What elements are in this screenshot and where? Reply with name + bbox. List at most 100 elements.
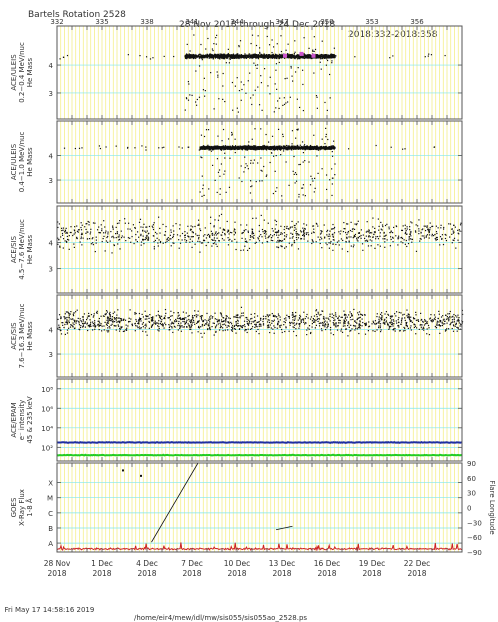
data-point <box>310 176 311 177</box>
data-point <box>75 232 76 233</box>
data-point <box>125 223 126 224</box>
data-point <box>256 181 257 182</box>
data-point <box>257 64 258 65</box>
data-point <box>311 149 312 150</box>
data-point <box>276 147 277 148</box>
data-point <box>434 147 435 148</box>
data-point <box>250 148 251 149</box>
data-point <box>186 57 187 58</box>
data-point <box>253 235 254 236</box>
data-point <box>264 220 265 221</box>
data-point <box>110 241 111 242</box>
data-point <box>263 166 264 167</box>
data-point <box>287 54 288 55</box>
data-point <box>194 244 195 245</box>
data-point <box>144 231 145 232</box>
data-point <box>131 236 132 237</box>
data-point <box>409 236 410 237</box>
data-point <box>119 220 120 221</box>
data-point <box>215 37 216 38</box>
data-point <box>448 223 449 224</box>
data-point <box>269 93 270 94</box>
data-point <box>201 146 202 147</box>
data-point <box>278 230 279 231</box>
data-point <box>223 58 224 59</box>
data-point <box>295 229 296 230</box>
data-point <box>433 235 434 236</box>
data-point <box>212 48 213 49</box>
data-point <box>241 81 242 82</box>
data-point <box>380 232 381 233</box>
data-point <box>207 146 208 147</box>
data-point <box>127 148 128 149</box>
data-point <box>210 72 211 73</box>
data-point <box>231 147 232 148</box>
data-point <box>306 56 307 57</box>
data-point <box>297 145 298 146</box>
data-point <box>292 226 293 227</box>
data-point <box>162 147 163 148</box>
data-point <box>207 235 208 236</box>
data-point <box>146 56 147 57</box>
data-point <box>205 90 206 91</box>
data-point <box>301 56 302 57</box>
data-point <box>271 55 272 56</box>
data-point <box>298 194 299 195</box>
data-point <box>287 56 288 57</box>
data-point <box>248 145 249 146</box>
data-point <box>280 226 281 227</box>
data-point <box>143 243 144 244</box>
data-point <box>96 240 97 241</box>
data-point <box>99 145 100 146</box>
data-point <box>203 56 204 57</box>
data-point <box>315 188 316 189</box>
data-point <box>291 244 292 245</box>
data-point <box>374 228 375 229</box>
data-point <box>92 242 93 243</box>
data-point <box>404 148 405 149</box>
data-point <box>190 239 191 240</box>
data-point <box>222 146 223 147</box>
data-point <box>194 226 195 227</box>
data-point <box>332 228 333 229</box>
data-point <box>268 223 269 224</box>
data-point <box>214 54 215 55</box>
data-point <box>264 68 265 69</box>
data-point <box>271 147 272 148</box>
data-point <box>180 243 181 244</box>
data-point <box>163 147 164 148</box>
data-point <box>189 94 190 95</box>
data-point <box>326 189 327 190</box>
data-point <box>274 148 275 149</box>
data-point <box>197 241 198 242</box>
data-point <box>103 238 104 239</box>
data-point <box>220 188 221 189</box>
data-point <box>229 187 230 188</box>
data-point <box>203 147 204 148</box>
data-point <box>248 141 249 142</box>
data-point <box>217 136 218 137</box>
data-point <box>405 233 406 234</box>
data-point <box>278 129 279 130</box>
data-point <box>238 148 239 149</box>
data-point <box>407 228 408 229</box>
data-point <box>243 171 244 172</box>
data-point <box>241 55 242 56</box>
data-point <box>359 236 360 237</box>
data-point <box>302 187 303 188</box>
data-point <box>220 227 221 228</box>
data-point <box>293 156 294 157</box>
data-point <box>263 149 264 150</box>
data-point <box>188 81 189 82</box>
data-point <box>204 234 205 235</box>
data-point <box>326 56 327 57</box>
data-point <box>217 58 218 59</box>
data-point <box>257 55 258 56</box>
data-point <box>270 77 271 78</box>
data-point <box>227 231 228 232</box>
data-point <box>405 244 406 245</box>
data-point <box>269 56 270 57</box>
data-point <box>249 148 250 149</box>
data-point <box>295 147 296 148</box>
data-point <box>275 56 276 57</box>
